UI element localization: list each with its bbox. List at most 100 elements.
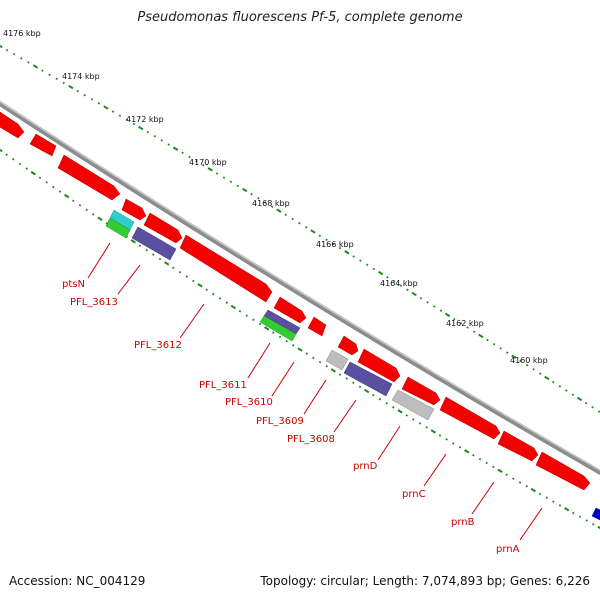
feature-arrow-red[interactable]	[401, 376, 441, 406]
minor-tick	[225, 301, 228, 304]
feature-purple[interactable]	[343, 361, 393, 397]
inner-scale-ring	[0, 147, 600, 531]
gene-label-pfl3610[interactable]: PFL_3610	[225, 397, 273, 408]
minor-tick	[405, 414, 408, 417]
minor-tick	[48, 73, 51, 76]
minor-tick	[258, 322, 262, 326]
feature-arrow-red[interactable]	[497, 430, 539, 462]
feature-purple[interactable]	[131, 226, 177, 261]
major-tick	[464, 449, 470, 454]
gene-label-pfl3608[interactable]: PFL_3608	[287, 434, 335, 445]
gene-label-pfl3612[interactable]: PFL_3612	[134, 340, 182, 351]
minor-tick	[565, 389, 568, 392]
feature-arrow-red[interactable]	[143, 212, 183, 244]
genome-backbone	[0, 100, 600, 476]
minor-tick	[85, 208, 88, 212]
minor-tick	[545, 496, 548, 500]
feature-arrow-red[interactable]	[29, 133, 57, 157]
major-tick	[310, 229, 316, 234]
minor-tick	[5, 48, 9, 52]
minor-tick	[585, 519, 588, 522]
minor-tick	[332, 242, 335, 246]
major-tick	[197, 283, 203, 288]
feature-arrow-red[interactable]	[179, 234, 273, 303]
minor-tick	[291, 217, 294, 221]
feature-arrow-red[interactable]	[121, 198, 147, 221]
minor-tick	[571, 393, 575, 396]
minor-tick	[445, 438, 448, 441]
minor-tick	[138, 244, 142, 247]
gene-label-pfl3613[interactable]: PFL_3613	[70, 297, 118, 308]
minor-tick	[158, 257, 162, 261]
major-tick	[242, 187, 248, 193]
major-tick	[430, 429, 436, 434]
minor-tick	[459, 322, 463, 325]
feature-arrow-red[interactable]	[307, 316, 327, 337]
accession-text: Accession: NC_004129	[9, 574, 146, 588]
major-tick	[544, 375, 550, 381]
major-tick	[411, 291, 417, 297]
feature-arrow-red[interactable]	[57, 154, 121, 201]
kbp-label-4174: 4174 kbp	[62, 72, 100, 81]
minor-tick	[538, 492, 542, 496]
reverse-features	[105, 209, 600, 521]
minor-tick	[52, 185, 55, 189]
minor-tick	[486, 338, 489, 342]
minor-tick	[406, 288, 409, 292]
feature-grey[interactable]	[325, 349, 349, 371]
feature-arrow-red[interactable]	[337, 335, 359, 356]
minor-tick	[525, 363, 529, 367]
genome-backbone-highlight	[0, 100, 600, 472]
minor-tick	[552, 380, 555, 384]
minor-tick	[229, 180, 233, 183]
feature-blue[interactable]	[591, 507, 600, 521]
gene-label-prnD[interactable]: prnD	[353, 461, 378, 472]
minor-tick	[257, 197, 260, 200]
minor-tick	[12, 158, 15, 161]
minor-tick	[372, 267, 376, 271]
feature-arrow-red[interactable]	[439, 396, 501, 440]
minor-tick	[278, 335, 282, 339]
major-tick	[0, 147, 3, 153]
minor-tick	[325, 364, 328, 368]
minor-tick	[385, 401, 388, 405]
minor-tick	[118, 114, 122, 117]
minor-tick	[558, 385, 562, 388]
major-tick	[207, 167, 213, 172]
kbp-label-4162: 4162 kbp	[446, 319, 484, 328]
minor-tick	[499, 347, 502, 350]
minor-tick	[167, 143, 170, 146]
forward-features	[0, 111, 591, 491]
minor-tick	[552, 500, 555, 503]
feature-arrow-red[interactable]	[0, 111, 25, 139]
major-tick	[444, 312, 451, 318]
map-title: Pseudomonas fluorescens Pf-5, complete g…	[137, 10, 463, 25]
minor-tick	[238, 310, 242, 313]
kbp-label-4168: 4168 kbp	[252, 199, 290, 208]
feature-arrow-red[interactable]	[273, 296, 307, 324]
minor-tick	[185, 275, 188, 278]
feature-green[interactable]	[105, 217, 131, 239]
feature-arrow-red[interactable]	[357, 348, 401, 383]
minor-tick	[58, 190, 62, 193]
gene-label-prnC[interactable]: prnC	[402, 489, 426, 500]
minor-tick	[425, 426, 428, 429]
gene-label-prnB[interactable]: prnB	[451, 517, 475, 528]
gene-label-prnA[interactable]: prnA	[496, 544, 520, 555]
leader-line	[303, 379, 327, 415]
feature-grey[interactable]	[391, 389, 435, 421]
gene-label-pfl3609[interactable]: PFL_3609	[256, 416, 304, 427]
minor-tick	[41, 69, 44, 72]
minor-tick	[270, 205, 274, 208]
minor-tick	[250, 192, 253, 196]
major-tick	[276, 208, 282, 213]
gene-label-ptsN[interactable]: ptsN	[62, 279, 85, 290]
major-tick	[344, 250, 350, 255]
gene-label-pfl3611[interactable]: PFL_3611	[199, 380, 247, 391]
leader-line	[423, 453, 447, 487]
minor-tick	[492, 465, 495, 469]
feature-green[interactable]	[259, 315, 297, 342]
minor-tick	[195, 159, 198, 163]
minor-tick	[358, 385, 362, 389]
feature-arrow-red[interactable]	[535, 451, 591, 491]
